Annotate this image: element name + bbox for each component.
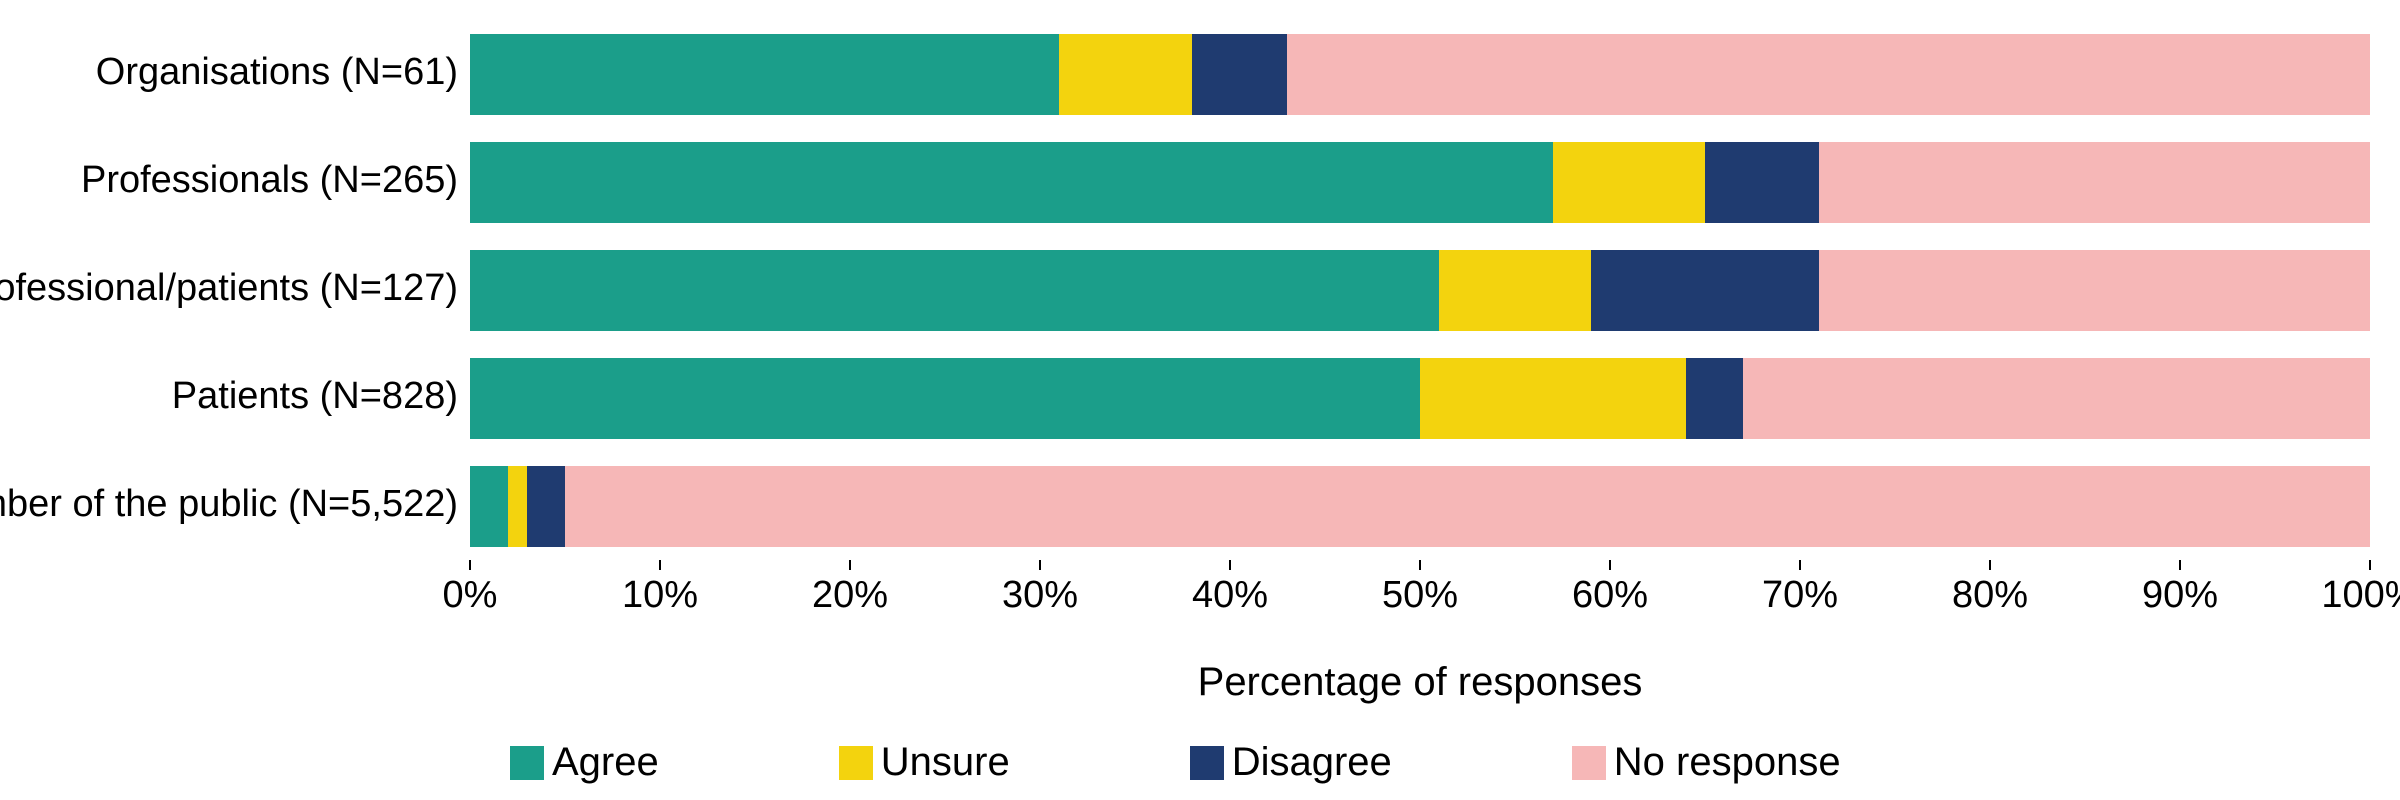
y-axis-label: Professional/patients (N=127) bbox=[0, 267, 458, 310]
plot-area bbox=[470, 20, 2370, 560]
x-axis-tick-label: 90% bbox=[2142, 574, 2218, 617]
bar-row bbox=[470, 466, 2370, 547]
legend-swatch bbox=[1572, 746, 1606, 780]
legend-item: No response bbox=[1572, 740, 1841, 785]
legend-item: Disagree bbox=[1190, 740, 1392, 785]
x-axis-tick-label: 40% bbox=[1192, 574, 1268, 617]
legend-label: Agree bbox=[552, 740, 659, 785]
bar-segment-unsure bbox=[1439, 250, 1591, 331]
bar-row bbox=[470, 250, 2370, 331]
bar-segment-disagree bbox=[1705, 142, 1819, 223]
x-axis-title: Percentage of responses bbox=[1198, 660, 1643, 705]
x-axis-tick-mark bbox=[1609, 560, 1611, 570]
bar-segment-agree bbox=[470, 466, 508, 547]
bar-segment-unsure bbox=[1553, 142, 1705, 223]
bar-segment-agree bbox=[470, 358, 1420, 439]
bar-segment-disagree bbox=[1686, 358, 1743, 439]
bar-segment-disagree bbox=[1591, 250, 1819, 331]
x-axis-tick-label: 80% bbox=[1952, 574, 2028, 617]
bar-segment-unsure bbox=[1059, 34, 1192, 115]
bar-row bbox=[470, 358, 2370, 439]
bar-segment-disagree bbox=[527, 466, 565, 547]
x-axis-tick-mark bbox=[1419, 560, 1421, 570]
bar-segment-no-response bbox=[1819, 250, 2370, 331]
legend-swatch bbox=[839, 746, 873, 780]
bar-row bbox=[470, 34, 2370, 115]
x-axis-tick-mark bbox=[849, 560, 851, 570]
x-axis-tick-label: 100% bbox=[2321, 574, 2400, 617]
bar-segment-no-response bbox=[1287, 34, 2370, 115]
x-axis-tick-mark bbox=[1039, 560, 1041, 570]
y-axis-label: Member of the public (N=5,522) bbox=[0, 483, 458, 526]
x-axis-tick-mark bbox=[659, 560, 661, 570]
x-axis-tick-label: 10% bbox=[622, 574, 698, 617]
x-axis-tick-mark bbox=[1989, 560, 1991, 570]
x-axis-tick-label: 20% bbox=[812, 574, 888, 617]
y-axis-label: Patients (N=828) bbox=[172, 375, 458, 418]
x-axis-tick-mark bbox=[2369, 560, 2371, 570]
legend-label: No response bbox=[1614, 740, 1841, 785]
x-axis-tick-mark bbox=[469, 560, 471, 570]
x-axis-tick-label: 70% bbox=[1762, 574, 1838, 617]
legend: Agree Unsure Disagree No response bbox=[510, 740, 2021, 785]
legend-item: Unsure bbox=[839, 740, 1010, 785]
y-axis-label: Organisations (N=61) bbox=[96, 51, 458, 94]
stacked-bar-chart: Organisations (N=61) Professionals (N=265… bbox=[0, 0, 2400, 800]
x-axis-tick-mark bbox=[1799, 560, 1801, 570]
bar-segment-unsure bbox=[1420, 358, 1686, 439]
x-axis-tick-label: 60% bbox=[1572, 574, 1648, 617]
x-axis-tick-label: 0% bbox=[443, 574, 498, 617]
x-axis-tick-mark bbox=[2179, 560, 2181, 570]
x-axis-tick-label: 30% bbox=[1002, 574, 1078, 617]
legend-label: Unsure bbox=[881, 740, 1010, 785]
legend-swatch bbox=[510, 746, 544, 780]
legend-swatch bbox=[1190, 746, 1224, 780]
y-axis-label: Professionals (N=265) bbox=[81, 159, 458, 202]
legend-item: Agree bbox=[510, 740, 659, 785]
x-axis-tick-mark bbox=[1229, 560, 1231, 570]
bar-segment-disagree bbox=[1192, 34, 1287, 115]
x-axis-tick-label: 50% bbox=[1382, 574, 1458, 617]
bar-segment-agree bbox=[470, 142, 1553, 223]
bar-segment-agree bbox=[470, 34, 1059, 115]
bar-segment-no-response bbox=[565, 466, 2370, 547]
bar-segment-no-response bbox=[1819, 142, 2370, 223]
bar-row bbox=[470, 142, 2370, 223]
bar-segment-unsure bbox=[508, 466, 527, 547]
legend-label: Disagree bbox=[1232, 740, 1392, 785]
bar-segment-no-response bbox=[1743, 358, 2370, 439]
bar-segment-agree bbox=[470, 250, 1439, 331]
